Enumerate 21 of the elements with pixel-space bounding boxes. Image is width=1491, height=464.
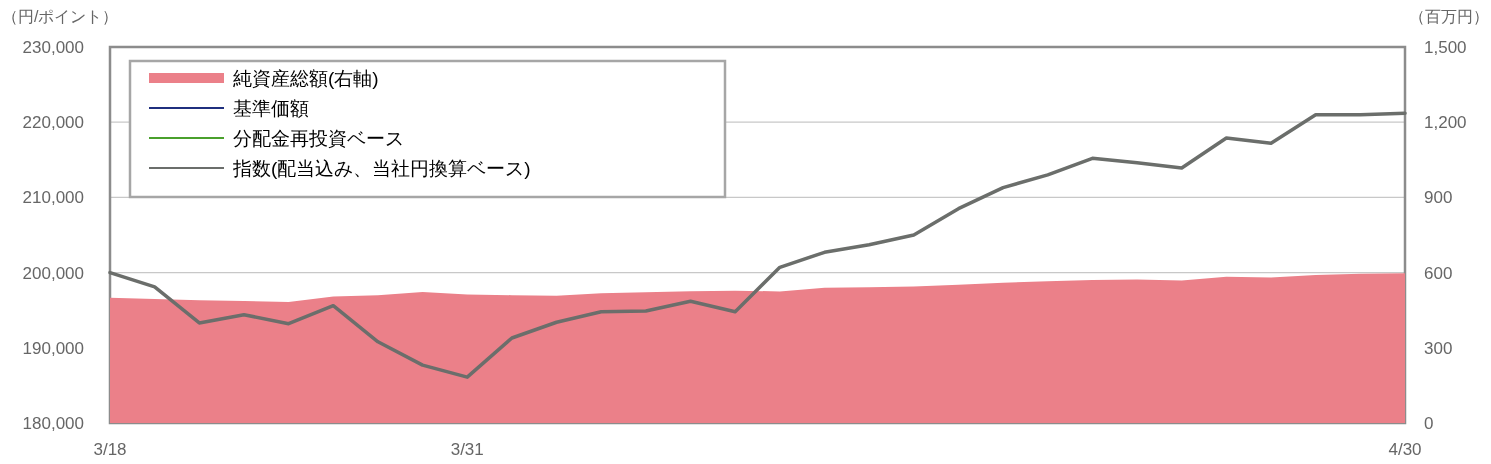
legend-label: 分配金再投資ベース — [233, 128, 404, 149]
legend-label: 指数(配当込み、当社円換算ベース) — [232, 158, 531, 179]
y2-axis-title: （百万円） — [1409, 8, 1489, 25]
y-tick-label: 200,000 — [22, 263, 84, 283]
y2-tick-label: 300 — [1424, 338, 1453, 358]
x-tick-label: 3/31 — [450, 440, 484, 459]
legend-label: 純資産総額(右軸) — [233, 68, 379, 89]
y-tick-label: 190,000 — [22, 338, 84, 358]
y2-tick-label: 0 — [1424, 414, 1434, 433]
y-tick-label: 220,000 — [22, 113, 84, 133]
y-tick-label: 210,000 — [22, 188, 84, 208]
x-tick-label: 3/18 — [93, 440, 127, 459]
y-tick-label: 230,000 — [22, 38, 84, 57]
y2-tick-label: 1,500 — [1424, 38, 1467, 57]
legend-label: 基準価額 — [233, 98, 309, 119]
y2-tick-label: 600 — [1424, 263, 1453, 283]
y2-tick-label: 900 — [1424, 188, 1453, 208]
y-tick-label: 180,000 — [22, 414, 84, 433]
x-tick-label: 4/30 — [1388, 440, 1422, 459]
y-axis-title: （円/ポイント） — [2, 8, 119, 25]
y2-tick-label: 1,200 — [1424, 113, 1467, 133]
